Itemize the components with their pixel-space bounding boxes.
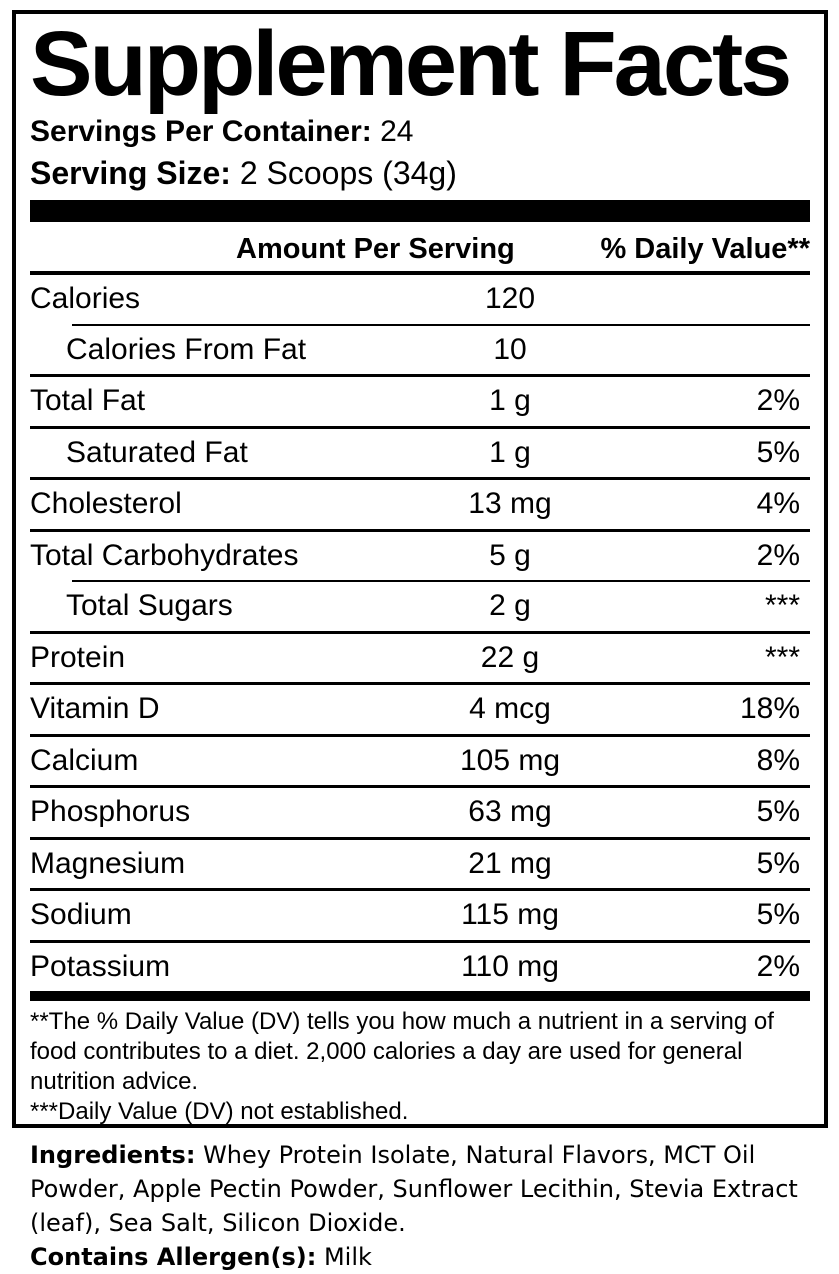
nutrient-amount: 22 g	[480, 640, 540, 674]
allergen-line: Contains Allergen(s): Milk	[30, 1240, 816, 1274]
nutrient-name: Magnesium	[30, 846, 186, 880]
nutrient-dv: ***	[764, 640, 800, 674]
nutrient-row-cholesterol: Cholesterol 13 mg 4%	[30, 480, 810, 529]
nutrient-dv: ***	[764, 589, 800, 623]
nutrient-name: Phosphorus	[30, 795, 191, 829]
footnotes: **The % Daily Value (DV) tells you how m…	[30, 1007, 810, 1125]
nutrient-name: Calories From Fat	[66, 332, 307, 366]
serving-size-line: Serving Size: 2 Scoops (34g)	[30, 152, 810, 194]
nutrient-row-calcium: Calcium 105 mg 8%	[30, 737, 810, 786]
nutrient-row-magnesium: Magnesium 21 mg 5%	[30, 840, 810, 889]
serving-size-value: 2 Scoops (34g)	[239, 155, 457, 191]
nutrient-dv: 2%	[756, 949, 800, 983]
nutrient-dv: 8%	[756, 743, 800, 777]
nutrient-name: Vitamin D	[30, 692, 160, 726]
nutrient-dv: 5%	[756, 435, 800, 469]
nutrient-row-saturated-fat: Saturated Fat 1 g 5%	[30, 429, 810, 478]
row-divider	[30, 528, 810, 532]
not-established-footnote: ***Daily Value (DV) not established.	[30, 1098, 409, 1125]
servings-per-container-value: 24	[380, 115, 414, 148]
row-divider	[30, 477, 810, 480]
nutrient-row-vitamin-d: Vitamin D 4 mcg 18%	[30, 685, 810, 734]
allergen-value: Milk	[316, 1243, 372, 1271]
nutrient-dv: 2%	[756, 384, 800, 418]
servings-per-container-label: Servings Per Container:	[30, 115, 372, 148]
row-divider	[72, 323, 810, 326]
daily-value-header: % Daily Value**	[600, 233, 810, 265]
nutrient-name: Calcium	[30, 743, 139, 777]
nutrient-amount: 13 mg	[468, 487, 552, 521]
row-divider	[30, 888, 810, 891]
nutrient-amount: 5 g	[489, 538, 531, 572]
panel-title: Supplement Facts	[30, 13, 792, 115]
table-header-row: Amount Per Serving % Daily Value**	[30, 222, 810, 271]
ingredients-line: Ingredients: Whey Protein Isolate, Natur…	[30, 1138, 816, 1240]
nutrient-row-protein: Protein 22 g ***	[30, 634, 810, 683]
nutrient-name: Total Sugars	[66, 589, 233, 623]
nutrient-amount: 120	[484, 282, 536, 316]
nutrient-amount: 63 mg	[468, 795, 552, 829]
nutrient-name: Calories	[30, 282, 141, 316]
daily-value-footnote: **The % Daily Value (DV) tells you how m…	[30, 1008, 774, 1095]
nutrient-name: Cholesterol	[30, 487, 182, 521]
nutrient-name: Protein	[30, 640, 126, 674]
nutrient-name: Saturated Fat	[66, 435, 248, 469]
nutrient-amount: 110 mg	[461, 949, 559, 983]
nutrient-amount: 2 g	[489, 589, 531, 623]
nutrient-amount: 4 mcg	[469, 692, 551, 726]
amount-per-serving-header: Amount Per Serving	[236, 233, 515, 265]
row-divider	[30, 939, 810, 943]
supplement-facts-panel: Supplement Facts Servings Per Container:…	[12, 10, 828, 1128]
nutrient-dv: 2%	[756, 538, 800, 572]
row-divider	[30, 682, 810, 685]
nutrient-amount: 105 mg	[459, 743, 561, 777]
nutrient-amount: 21 mg	[468, 846, 552, 880]
nutrient-row-total-sugars: Total Sugars 2 g ***	[30, 582, 810, 631]
row-divider	[30, 836, 810, 840]
serving-size-label: Serving Size:	[30, 155, 231, 191]
row-divider	[30, 630, 810, 634]
nutrient-dv: 5%	[756, 795, 800, 829]
nutrient-dv: 18%	[739, 692, 800, 726]
nutrient-row-sodium: Sodium 115 mg 5%	[30, 891, 810, 940]
nutrient-amount: 115 mg	[461, 898, 559, 932]
nutrient-name: Potassium	[30, 949, 171, 983]
nutrient-dv: 4%	[756, 487, 800, 521]
ingredients-value: Whey Protein Isolate, Natural Flavors, M…	[30, 1141, 798, 1237]
row-divider	[30, 785, 810, 788]
top-separator-bar	[30, 200, 810, 222]
nutrient-row-total-fat: Total Fat 1 g 2%	[30, 377, 810, 426]
nutrient-dv: 5%	[756, 846, 800, 880]
servings-per-container-line: Servings Per Container: 24	[30, 112, 810, 152]
nutrient-name: Total Carbohydrates	[30, 538, 299, 572]
nutrient-row-total-carbohydrates: Total Carbohydrates 5 g 2%	[30, 532, 810, 581]
row-divider	[72, 580, 810, 582]
nutrient-amount: 1 g	[489, 384, 531, 418]
row-divider	[30, 733, 810, 737]
ingredients-label: Ingredients:	[30, 1141, 196, 1169]
row-divider	[30, 374, 810, 377]
nutrient-row-calories-from-fat: Calories From Fat 10	[30, 326, 810, 375]
nutrient-amount: 1 g	[489, 435, 531, 469]
nutrient-amount: 10	[493, 332, 527, 366]
nutrient-dv: 5%	[756, 898, 800, 932]
header-divider	[30, 271, 810, 275]
nutrient-row-calories: Calories 120	[30, 275, 810, 324]
footnote-separator-bar	[30, 991, 810, 1001]
nutrient-name: Sodium	[30, 898, 132, 932]
allergen-label: Contains Allergen(s):	[30, 1243, 317, 1271]
nutrient-row-potassium: Potassium 110 mg 2%	[30, 943, 810, 992]
row-divider	[30, 425, 810, 429]
nutrient-row-phosphorus: Phosphorus 63 mg 5%	[30, 788, 810, 837]
ingredients-section: Ingredients: Whey Protein Isolate, Natur…	[30, 1138, 816, 1274]
nutrient-name: Total Fat	[30, 384, 146, 418]
